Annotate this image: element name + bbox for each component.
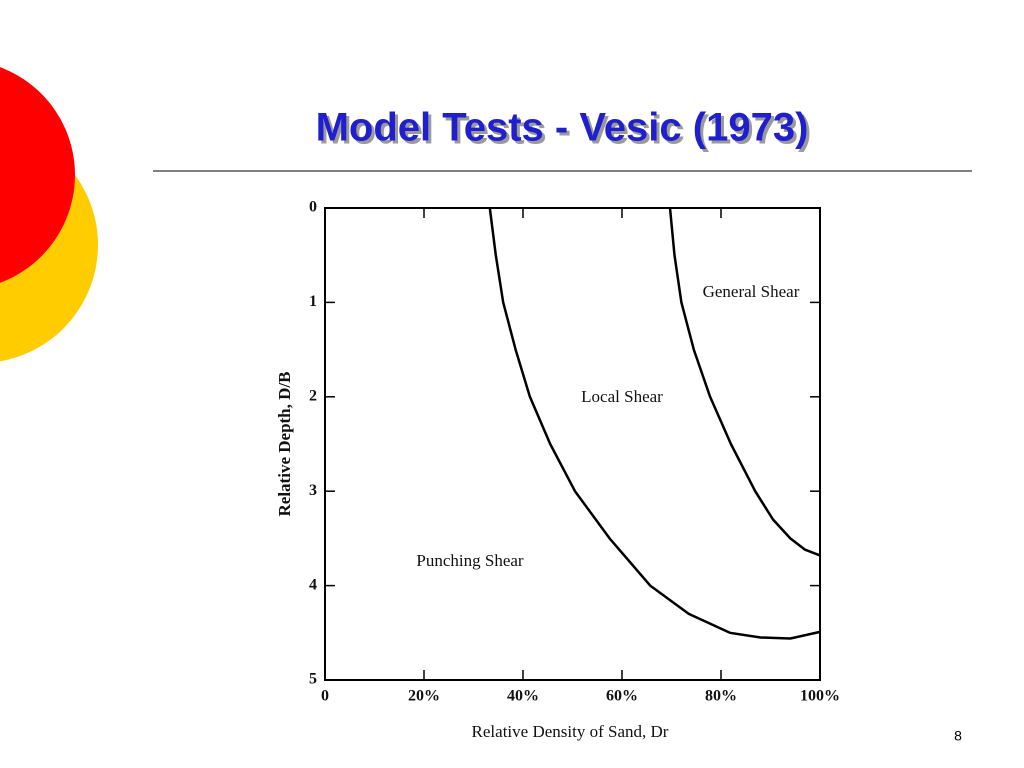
title-shadow: Model Tests - Vesic (1973) <box>319 109 812 153</box>
y-tick-label: 0 <box>309 199 317 216</box>
y-tick-label: 4 <box>309 576 317 593</box>
y-tick-label: 2 <box>309 387 317 404</box>
y-tick-label: 3 <box>309 482 317 499</box>
slide-number: 8 <box>954 728 962 744</box>
region-label: Punching Shear <box>416 551 524 570</box>
boundary-curve <box>488 207 821 640</box>
x-tick-label: 0 <box>321 688 329 705</box>
region-label: General Shear <box>703 282 800 301</box>
x-tick-label: 80% <box>705 688 737 705</box>
x-tick-label: 100% <box>800 688 840 705</box>
x-tick-label: 60% <box>606 688 638 705</box>
x-tick-label: 40% <box>507 688 539 705</box>
y-tick-label: 1 <box>309 293 317 310</box>
y-tick-label: 5 <box>309 671 317 688</box>
x-tick-label: 20% <box>408 688 440 705</box>
region-label: Local Shear <box>581 387 663 406</box>
plot-frame <box>324 207 821 681</box>
chart-title: Model Tests - Vesic (1973) <box>316 106 809 150</box>
y-axis-label: Relative Depth, D/B <box>275 372 294 517</box>
boundary-curve <box>668 207 821 557</box>
decor-circle-red <box>0 67 75 283</box>
x-axis-label: Relative Density of Sand, Dr <box>472 722 669 741</box>
